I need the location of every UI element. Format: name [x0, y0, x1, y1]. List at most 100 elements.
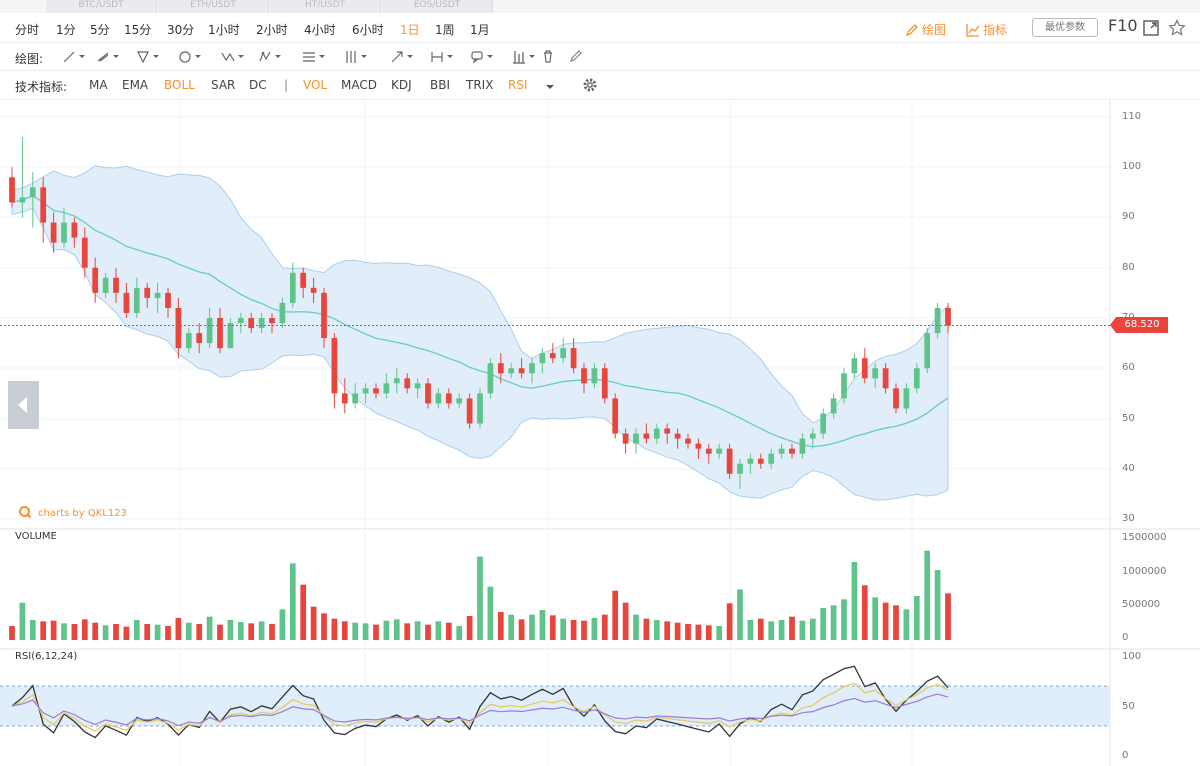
line-tool-icon[interactable] — [62, 49, 88, 65]
candle-body — [227, 323, 234, 349]
timeframe-intraday[interactable]: 分时 — [15, 23, 40, 37]
bars-tool-icon[interactable] — [512, 49, 538, 65]
chevron-left-icon — [18, 397, 27, 413]
indicator-ma[interactable]: MA — [89, 78, 108, 92]
timeframe-2h[interactable]: 2小时 — [256, 23, 288, 37]
indicator-macd[interactable]: MACD — [341, 78, 377, 92]
indicator-dc[interactable]: DC — [249, 78, 267, 92]
volume-bar — [279, 609, 286, 640]
volume-bar — [185, 622, 192, 640]
candle-body — [695, 443, 702, 449]
indicator-rsi[interactable]: RSI — [508, 78, 528, 92]
candle-body — [882, 368, 889, 389]
channel-tool-icon[interactable] — [136, 49, 162, 65]
candle-body — [924, 333, 931, 369]
candle-body — [113, 277, 119, 293]
timeframe-6h[interactable]: 6小时 — [352, 23, 384, 37]
pencil-icon — [905, 24, 918, 37]
volume-bar — [820, 608, 827, 640]
gann-tool-icon[interactable] — [344, 49, 370, 65]
volume-bar — [321, 613, 327, 640]
indicator-dropdown-icon[interactable] — [545, 80, 555, 94]
candle-body — [674, 433, 681, 439]
candle-body — [570, 348, 577, 369]
candle-body — [643, 433, 650, 439]
market-tab[interactable]: HT/USDT — [270, 0, 381, 13]
volume-bar — [685, 624, 691, 640]
timeframe-15m[interactable]: 15分 — [124, 23, 152, 37]
volume-bar — [165, 626, 171, 640]
trash-icon[interactable] — [541, 49, 567, 65]
fullscreen-icon[interactable] — [1143, 20, 1159, 39]
draw-toggle-button[interactable]: 绘图 — [905, 21, 946, 38]
timeframe-5m[interactable]: 5分 — [90, 23, 110, 37]
indicator-sar[interactable]: SAR — [211, 78, 236, 92]
candle-body — [799, 438, 806, 454]
f10-button[interactable]: F10 — [1108, 16, 1138, 35]
timeframe-1mo[interactable]: 1月 — [470, 23, 490, 37]
timeframe-1w[interactable]: 1周 — [435, 23, 455, 37]
volume-bar — [830, 605, 837, 640]
candle-body — [144, 287, 151, 298]
ray-tool-icon[interactable] — [96, 49, 122, 65]
indicator-vol[interactable]: VOL — [303, 78, 328, 92]
volume-bar — [664, 621, 671, 640]
pattern-tool-icon[interactable] — [258, 49, 284, 65]
indicator-kdj[interactable]: KDJ — [391, 78, 412, 92]
indicator-bbi[interactable]: BBI — [430, 78, 451, 92]
pen-icon[interactable] — [569, 49, 595, 65]
market-tab[interactable]: BTC/USDT — [46, 0, 157, 13]
price-axis-tick: 60 — [1122, 362, 1135, 373]
market-tab[interactable]: EOS/USDT — [382, 0, 493, 13]
candle-body — [529, 363, 535, 374]
volume-bar — [799, 620, 806, 640]
volume-bar — [477, 556, 483, 640]
price-axis-tick: 50 — [1122, 413, 1135, 424]
optimal-params-button[interactable]: 最优参数 — [1032, 18, 1098, 37]
candle-body — [269, 318, 275, 324]
volume-bar — [373, 624, 379, 640]
timeframe-1h[interactable]: 1小时 — [208, 23, 240, 37]
volume-bar — [175, 618, 182, 640]
chart-watermark: charts by QKL123 — [18, 505, 127, 519]
candle-body — [310, 287, 317, 293]
volume-bar — [612, 590, 619, 640]
star-icon[interactable] — [1168, 19, 1186, 40]
measure-tool-icon[interactable] — [430, 49, 456, 65]
volume-bar — [40, 621, 47, 640]
candle-body — [622, 433, 629, 444]
candle-body — [196, 333, 203, 344]
volume-bar — [456, 626, 463, 640]
rsi24-line — [11, 693, 949, 727]
settings-gear-icon[interactable] — [582, 77, 598, 96]
volume-bar — [913, 596, 920, 640]
timeframe-1d[interactable]: 1日 — [400, 23, 420, 37]
volume-bar — [487, 586, 494, 640]
comment-tool-icon[interactable] — [470, 49, 496, 65]
circle-tool-icon[interactable] — [178, 49, 204, 65]
indicator-boll[interactable]: BOLL — [164, 78, 195, 92]
candle-body — [331, 338, 338, 394]
indicator-toggle-button[interactable]: 指标 — [966, 21, 1007, 38]
volume-axis-tick: 0 — [1122, 632, 1129, 643]
zigzag-tool-icon[interactable] — [221, 49, 247, 65]
volume-bar — [310, 606, 317, 640]
candle-body — [757, 458, 764, 464]
market-tab[interactable]: ETH/USDT — [158, 0, 269, 13]
timeframe-1m[interactable]: 1分 — [56, 23, 76, 37]
volume-bar — [445, 622, 452, 640]
indicator-trix[interactable]: TRIX — [466, 78, 494, 92]
indicator-ema[interactable]: EMA — [122, 78, 149, 92]
timeframe-4h[interactable]: 4小时 — [304, 23, 336, 37]
fib-tool-icon[interactable] — [302, 49, 328, 65]
chart-area[interactable] — [0, 100, 1200, 766]
candle-body — [581, 368, 587, 384]
volume-bar — [518, 619, 525, 640]
candle-body — [165, 292, 171, 308]
candle-body — [601, 368, 608, 399]
candle-body — [40, 187, 47, 223]
timeframe-30m[interactable]: 30分 — [167, 23, 195, 37]
scroll-left-button[interactable] — [8, 381, 39, 429]
arrow-tool-icon[interactable] — [390, 49, 416, 65]
candle-body — [258, 318, 265, 329]
